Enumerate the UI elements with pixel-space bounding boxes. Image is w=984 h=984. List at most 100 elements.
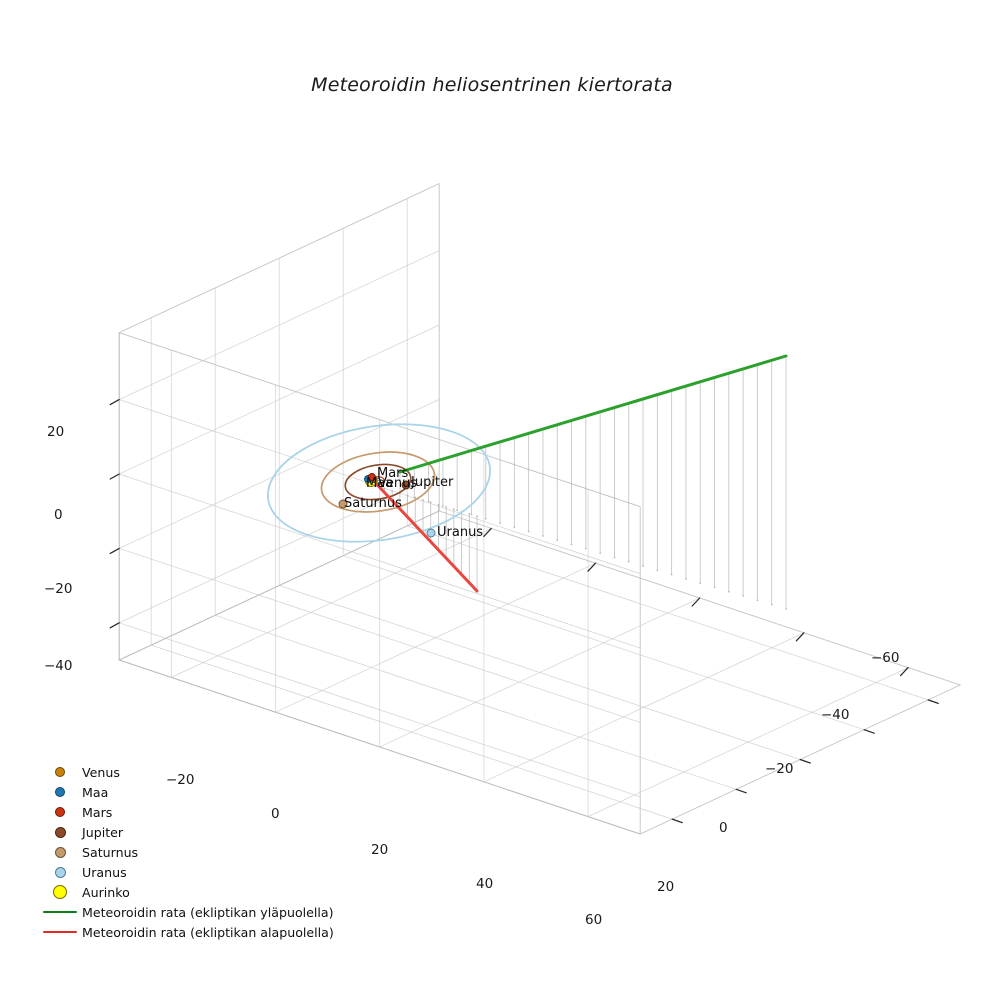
stem-foot-dot <box>627 560 630 563</box>
tick-y <box>671 818 683 824</box>
stem-foot-dot <box>656 569 659 572</box>
tick-label-x: −20 <box>166 772 195 788</box>
legend-label: Saturnus <box>82 844 139 860</box>
tick-z <box>109 473 120 480</box>
body-label-saturnus: Saturnus <box>344 496 402 511</box>
legend-item-meteoroidin[interactable]: Meteoroidin rata (ekliptikan yläpuolella… <box>38 902 338 922</box>
tick-label-y: 0 <box>719 820 728 836</box>
line-swatch <box>43 930 77 934</box>
stem-foot-dot <box>642 565 644 567</box>
meteoroid-trajectory[interactable] <box>367 354 788 593</box>
body-marker-jupiter[interactable] <box>401 480 411 490</box>
marker-swatch <box>54 846 66 858</box>
legend-item-aurinko[interactable]: Aurinko <box>38 882 338 902</box>
trajectory-above-ecliptic[interactable] <box>398 354 788 474</box>
line-swatch <box>43 910 77 914</box>
stem-foot-dot <box>527 530 530 533</box>
orbit-Jupiter-orbit <box>344 463 412 501</box>
tick-label-y: −20 <box>765 761 794 777</box>
page-title: Meteoroidin heliosentrinen kiertorata <box>311 74 673 96</box>
stem-foot-dot <box>456 509 459 512</box>
legend-item-uranus[interactable]: Uranus <box>38 862 338 882</box>
legend-item-meteoroidin[interactable]: Meteoroidin rata (ekliptikan alapuolella… <box>38 922 338 942</box>
grid-floor-y <box>342 555 865 731</box>
legend-label: Aurinko <box>82 884 130 900</box>
legend-dot-icon <box>38 807 82 817</box>
planet-orbits <box>267 423 491 543</box>
body-label-maa: Maa <box>366 476 394 491</box>
stem-foot-dot <box>699 582 702 585</box>
legend-item-saturnus[interactable]: Saturnus <box>38 842 338 862</box>
tick-label-y: −60 <box>871 650 900 666</box>
stem-foot-dot <box>391 489 394 492</box>
legend-item-mars[interactable]: Mars <box>38 802 338 822</box>
body-label-venus: Venus <box>378 476 418 491</box>
legend-dot-icon <box>38 885 82 899</box>
tick-label-x: 20 <box>371 842 389 858</box>
grid-wall-z <box>118 548 641 723</box>
legend-line-icon <box>38 930 82 934</box>
legend-label: Venus <box>82 764 120 780</box>
grid-floor-y <box>406 525 929 701</box>
celestial-bodies[interactable] <box>338 473 436 538</box>
grid-floor-y <box>150 644 673 820</box>
legend-dot-icon <box>38 826 82 838</box>
stem-foot-dot <box>414 496 417 499</box>
legend-label: Meteoroidin rata (ekliptikan yläpuolella… <box>82 904 334 920</box>
tick-y <box>735 788 747 794</box>
legend-dot-icon <box>38 866 82 878</box>
legend-item-jupiter[interactable]: Jupiter <box>38 822 338 842</box>
stem-foot-dot <box>742 595 745 597</box>
tick-x <box>899 666 909 677</box>
grid-back-z <box>118 473 440 624</box>
tick-y <box>927 699 939 705</box>
legend-label: Maa <box>82 784 109 800</box>
tick-label-x: 0 <box>271 806 280 822</box>
stem-foot-dot <box>441 505 444 507</box>
legend-dot-icon <box>38 767 82 777</box>
stem-foot-dot <box>476 515 478 518</box>
stem-foot-dot <box>756 599 759 602</box>
legend-item-maa[interactable]: Maa <box>38 782 338 802</box>
marker-swatch <box>54 866 66 878</box>
orbit-Uranus-orbit <box>267 423 491 543</box>
tick-x <box>795 632 805 642</box>
body-marker-uranus[interactable] <box>426 528 436 538</box>
stem-foot-dot <box>713 586 716 589</box>
legend-label: Uranus <box>82 864 127 880</box>
stem-foot-dot <box>513 526 516 529</box>
grid-wall-z <box>118 473 641 649</box>
marker-swatch <box>53 885 67 899</box>
stem-foot-dot <box>422 499 424 501</box>
stem-lines <box>368 355 787 610</box>
body-label-uranus: Uranus <box>437 525 484 540</box>
tick-z <box>109 398 120 406</box>
tick-label-z: 20 <box>47 424 65 440</box>
tick-label-y: 20 <box>657 879 675 895</box>
stem-foot-dot <box>685 577 687 580</box>
stem-foot-dot <box>468 512 471 515</box>
legend[interactable]: Venus Maa Mars Jupiter Saturnus Uranus Aurinko… <box>38 762 338 942</box>
legend-dot-icon <box>38 846 82 858</box>
stem-foot-dot <box>484 517 487 520</box>
grid-wall-z <box>118 622 641 798</box>
body-marker-saturnus[interactable] <box>338 499 348 509</box>
stem-foot-dot <box>427 500 430 503</box>
tick-label-z: −20 <box>44 581 73 597</box>
legend-label: Jupiter <box>82 824 124 840</box>
grid-floor-y <box>214 614 737 790</box>
legend-item-venus[interactable]: Venus <box>38 762 338 782</box>
tick-y <box>863 729 875 734</box>
tick-label-x: 60 <box>585 912 603 928</box>
stem-foot-dot <box>470 513 473 516</box>
axis-ticks <box>109 398 939 824</box>
body-marker-mars[interactable] <box>368 473 376 481</box>
tick-y <box>799 758 811 764</box>
legend-label: Meteoroidin rata (ekliptikan alapuolella… <box>82 924 334 940</box>
marker-swatch <box>55 767 65 777</box>
tick-x <box>483 527 492 538</box>
stem-foot-dot <box>785 607 787 610</box>
trajectory-below-ecliptic[interactable] <box>367 474 479 593</box>
marker-swatch <box>54 826 66 838</box>
